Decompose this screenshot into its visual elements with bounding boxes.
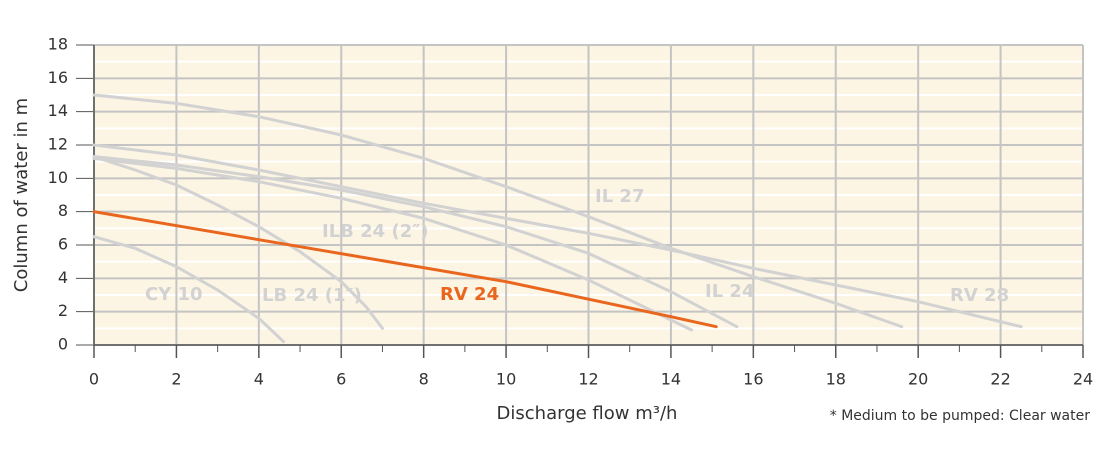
y-tick-label: 0 (58, 335, 68, 354)
footnote: * Medium to be pumped: Clear water (830, 408, 1090, 424)
curve-label: RV 28 (950, 285, 1009, 306)
x-axis-label: Discharge flow m³/h (497, 403, 678, 424)
curve-label: LB 24 (1″) (262, 285, 362, 306)
curve (92, 156, 694, 332)
curve-label: RV 24 (440, 284, 499, 305)
curve-label: IL 27 (595, 186, 644, 207)
x-tick-label: 12 (578, 370, 598, 389)
y-tick-label: 10 (48, 168, 68, 187)
y-tick-label: 12 (48, 135, 68, 154)
x-tick-label: 2 (171, 370, 181, 389)
x-tick-label: 16 (743, 370, 763, 389)
y-tick-label: 16 (48, 68, 68, 87)
y-tick-label: 14 (48, 101, 68, 120)
curve (92, 93, 904, 329)
x-tick-label: 6 (336, 370, 346, 389)
x-tick-label: 0 (89, 370, 99, 389)
x-tick-label: 24 (1073, 370, 1093, 389)
x-tick-label: 22 (990, 370, 1010, 389)
y-tick-label: 8 (58, 201, 68, 220)
curve (92, 210, 718, 329)
x-tick-label: 8 (419, 370, 429, 389)
y-tick-label: 4 (58, 268, 68, 287)
x-tick-label: 10 (496, 370, 516, 389)
x-tick-label: 4 (254, 370, 264, 389)
curve-label: ILB 24 (2″) (322, 221, 429, 242)
curve (92, 235, 286, 344)
x-tick-label: 14 (661, 370, 681, 389)
y-tick-label: 6 (58, 235, 68, 254)
y-tick-label: 2 (58, 301, 68, 320)
curve (92, 155, 384, 330)
y-tick-label: 18 (48, 35, 68, 54)
x-tick-label: 18 (826, 370, 846, 389)
curve-label: IL 24 (705, 281, 754, 302)
y-axis-label: Column of water in m (11, 98, 32, 292)
curve (92, 155, 739, 329)
x-tick-label: 20 (908, 370, 928, 389)
curve (92, 143, 1023, 329)
curve-label: CY 10 (145, 284, 203, 305)
